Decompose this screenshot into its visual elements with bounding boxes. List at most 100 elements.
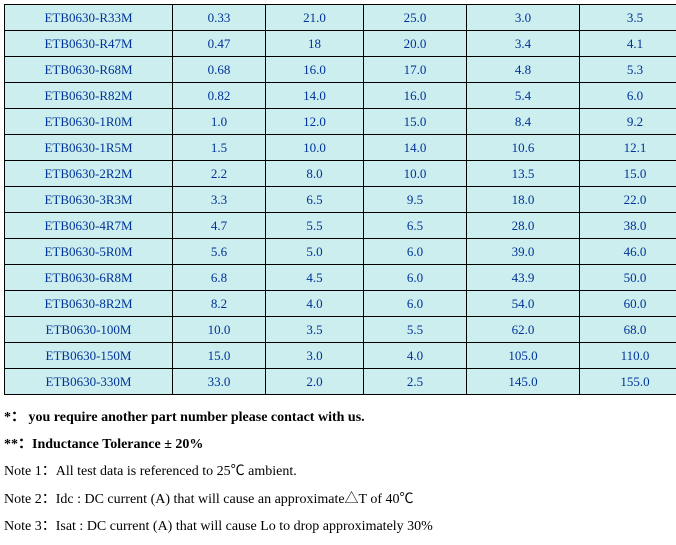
value-cell: 14.0	[266, 83, 364, 109]
part-number-cell: ETB0630-330M	[5, 369, 173, 395]
part-number-cell: ETB0630-8R2M	[5, 291, 173, 317]
value-cell: 20.0	[364, 31, 467, 57]
value-cell: 1.5	[173, 135, 266, 161]
value-cell: 10.0	[173, 317, 266, 343]
value-cell: 5.0	[266, 239, 364, 265]
part-number-cell: ETB0630-5R0M	[5, 239, 173, 265]
table-row: ETB0630-3R3M3.36.59.518.022.0	[5, 187, 676, 213]
table-row: ETB0630-5R0M5.65.06.039.046.0	[5, 239, 676, 265]
note-1: Note 1：All test data is referenced to 25…	[4, 459, 676, 484]
value-cell: 4.1	[580, 31, 676, 57]
value-cell: 43.9	[467, 265, 580, 291]
value-cell: 3.5	[266, 317, 364, 343]
part-number-cell: ETB0630-4R7M	[5, 213, 173, 239]
part-number-cell: ETB0630-100M	[5, 317, 173, 343]
value-cell: 6.8	[173, 265, 266, 291]
value-cell: 17.0	[364, 57, 467, 83]
value-cell: 155.0	[580, 369, 676, 395]
value-cell: 22.0	[580, 187, 676, 213]
value-cell: 5.4	[467, 83, 580, 109]
value-cell: 8.4	[467, 109, 580, 135]
value-cell: 105.0	[467, 343, 580, 369]
part-number-cell: ETB0630-2R2M	[5, 161, 173, 187]
part-number-cell: ETB0630-1R5M	[5, 135, 173, 161]
table-row: ETB0630-1R5M1.510.014.010.612.1	[5, 135, 676, 161]
value-cell: 50.0	[580, 265, 676, 291]
part-number-cell: ETB0630-1R0M	[5, 109, 173, 135]
value-cell: 6.0	[364, 291, 467, 317]
value-cell: 13.5	[467, 161, 580, 187]
note-star1: *： you require another part number pleas…	[4, 405, 676, 430]
value-cell: 0.82	[173, 83, 266, 109]
value-cell: 8.0	[266, 161, 364, 187]
table-row: ETB0630-R47M0.471820.03.44.1	[5, 31, 676, 57]
value-cell: 2.0	[266, 369, 364, 395]
table-row: ETB0630-100M10.03.55.562.068.0	[5, 317, 676, 343]
table-row: ETB0630-R82M0.8214.016.05.46.0	[5, 83, 676, 109]
value-cell: 39.0	[467, 239, 580, 265]
value-cell: 3.0	[467, 5, 580, 31]
value-cell: 5.5	[364, 317, 467, 343]
value-cell: 54.0	[467, 291, 580, 317]
note-2: Note 2：Idc : DC current (A) that will ca…	[4, 487, 676, 512]
value-cell: 4.0	[266, 291, 364, 317]
value-cell: 21.0	[266, 5, 364, 31]
value-cell: 28.0	[467, 213, 580, 239]
value-cell: 145.0	[467, 369, 580, 395]
value-cell: 4.8	[467, 57, 580, 83]
part-number-cell: ETB0630-R82M	[5, 83, 173, 109]
note-3: Note 3：Isat : DC current (A) that will c…	[4, 514, 676, 539]
value-cell: 12.0	[266, 109, 364, 135]
value-cell: 0.47	[173, 31, 266, 57]
table-row: ETB0630-1R0M1.012.015.08.49.2	[5, 109, 676, 135]
notes-block: *： you require another part number pleas…	[4, 405, 676, 539]
part-number-cell: ETB0630-R47M	[5, 31, 173, 57]
table-row: ETB0630-8R2M8.24.06.054.060.0	[5, 291, 676, 317]
value-cell: 15.0	[364, 109, 467, 135]
value-cell: 3.3	[173, 187, 266, 213]
value-cell: 15.0	[173, 343, 266, 369]
part-number-cell: ETB0630-6R8M	[5, 265, 173, 291]
table-row: ETB0630-2R2M2.28.010.013.515.0	[5, 161, 676, 187]
value-cell: 3.5	[580, 5, 676, 31]
value-cell: 60.0	[580, 291, 676, 317]
value-cell: 14.0	[364, 135, 467, 161]
table-row: ETB0630-6R8M6.84.56.043.950.0	[5, 265, 676, 291]
value-cell: 5.6	[173, 239, 266, 265]
value-cell: 4.7	[173, 213, 266, 239]
value-cell: 16.0	[266, 57, 364, 83]
table-row: ETB0630-4R7M4.75.56.528.038.0	[5, 213, 676, 239]
value-cell: 1.0	[173, 109, 266, 135]
value-cell: 3.0	[266, 343, 364, 369]
value-cell: 5.3	[580, 57, 676, 83]
value-cell: 2.5	[364, 369, 467, 395]
value-cell: 46.0	[580, 239, 676, 265]
value-cell: 9.5	[364, 187, 467, 213]
value-cell: 5.5	[266, 213, 364, 239]
value-cell: 62.0	[467, 317, 580, 343]
part-number-cell: ETB0630-3R3M	[5, 187, 173, 213]
value-cell: 10.0	[266, 135, 364, 161]
part-number-cell: ETB0630-R33M	[5, 5, 173, 31]
value-cell: 6.0	[364, 239, 467, 265]
value-cell: 18	[266, 31, 364, 57]
value-cell: 4.5	[266, 265, 364, 291]
value-cell: 6.0	[364, 265, 467, 291]
value-cell: 16.0	[364, 83, 467, 109]
value-cell: 2.2	[173, 161, 266, 187]
table-row: ETB0630-150M15.03.04.0105.0110.0	[5, 343, 676, 369]
value-cell: 68.0	[580, 317, 676, 343]
value-cell: 0.33	[173, 5, 266, 31]
value-cell: 25.0	[364, 5, 467, 31]
value-cell: 3.4	[467, 31, 580, 57]
value-cell: 18.0	[467, 187, 580, 213]
value-cell: 9.2	[580, 109, 676, 135]
table-row: ETB0630-330M33.02.02.5145.0155.0	[5, 369, 676, 395]
value-cell: 8.2	[173, 291, 266, 317]
value-cell: 6.5	[266, 187, 364, 213]
value-cell: 10.6	[467, 135, 580, 161]
value-cell: 12.1	[580, 135, 676, 161]
value-cell: 110.0	[580, 343, 676, 369]
part-number-cell: ETB0630-R68M	[5, 57, 173, 83]
value-cell: 10.0	[364, 161, 467, 187]
